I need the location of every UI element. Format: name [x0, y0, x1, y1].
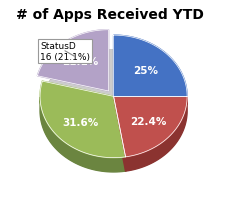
Text: 25%: 25% [133, 65, 158, 75]
Polygon shape [114, 97, 187, 157]
Text: StatusD
16 (21.1%): StatusD 16 (21.1%) [40, 42, 90, 61]
Polygon shape [40, 82, 126, 158]
Text: 21.1%: 21.1% [62, 57, 99, 67]
Polygon shape [126, 98, 187, 171]
Polygon shape [40, 97, 126, 172]
Text: 22.4%: 22.4% [130, 116, 167, 126]
Text: 31.6%: 31.6% [62, 117, 98, 127]
Polygon shape [114, 97, 126, 171]
Polygon shape [114, 97, 126, 171]
Ellipse shape [40, 50, 187, 172]
Text: # of Apps Received YTD: # of Apps Received YTD [16, 7, 203, 21]
Polygon shape [114, 36, 187, 97]
Polygon shape [37, 30, 109, 91]
